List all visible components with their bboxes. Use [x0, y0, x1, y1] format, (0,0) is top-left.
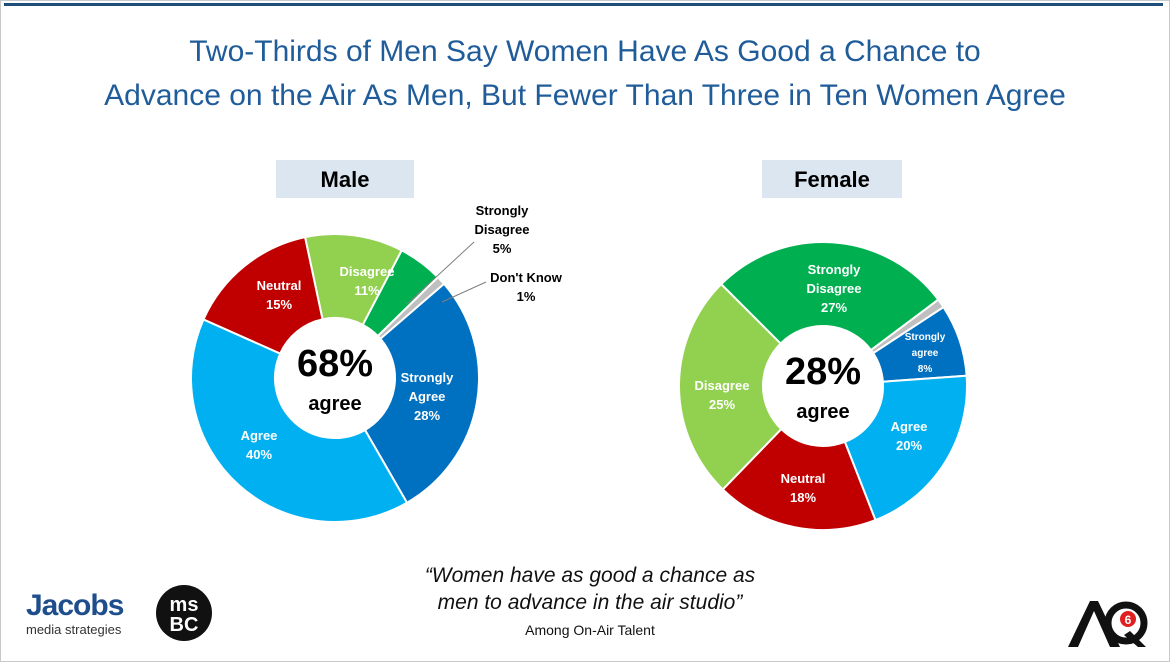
title-line-1: Two-Thirds of Men Say Women Have As Good… — [189, 35, 981, 68]
female-chart-title: Female — [762, 160, 902, 198]
jacobs-logo-tagline: media strategies — [26, 622, 122, 637]
female-slice-agree — [843, 374, 968, 522]
male-center-label: agree — [308, 393, 361, 415]
male-slice-neutral — [202, 235, 324, 355]
male-label-don-t-know: Don't Know 1% — [490, 270, 563, 304]
male-leader-strongly-disagree — [406, 241, 475, 305]
svg-text:6: 6 — [1125, 613, 1132, 627]
male-slice-strongly-agree — [363, 282, 480, 505]
male-label-strongly-disagree: Strongly Disagree 5% — [475, 203, 530, 256]
male-label-agree: Agree 40% — [241, 428, 278, 462]
female-slice-neutral — [721, 427, 877, 531]
female-label-strongly-agree: Strongly agree 8% — [905, 332, 946, 375]
female-center-value: 28% — [785, 351, 861, 393]
msbc-logo: ms BC — [156, 585, 212, 641]
quote-line-2: men to advance in the air studio” — [437, 591, 743, 614]
top-rule — [4, 3, 1163, 6]
male-leader-don-t-know — [441, 281, 487, 303]
male-center-value: 68% — [297, 343, 373, 385]
male-chart-title: Male — [276, 160, 414, 198]
aq6-logo: 6 — [1068, 601, 1148, 647]
male-label-strongly-agree: Strongly Agree 28% — [401, 370, 454, 423]
female-label-strongly-disagree: Strongly Disagree 27% — [807, 262, 862, 315]
title-line-2: Advance on the Air As Men, But Fewer Tha… — [104, 79, 1066, 112]
svg-text:ms: ms — [170, 594, 199, 616]
female-donut: Strongly Disagree 27% Strongly agree 8% Agree 2… — [678, 241, 968, 531]
quote-source: Among On-Air Talent — [525, 622, 655, 638]
female-slice-strongly-disagree — [719, 241, 940, 352]
female-label-disagree: Disagree 25% — [695, 378, 750, 412]
male-donut: Disagree 11% Neutral 15% Strongly Agree 28% Agr… — [190, 203, 563, 523]
slide-title: Two-Thirds of Men Say Women Have As Good… — [0, 30, 1170, 118]
jacobs-logo: Jacobs media strategies — [26, 589, 124, 638]
female-label-neutral: Neutral 18% — [781, 471, 826, 505]
jacobs-logo-word: Jacobs — [26, 589, 124, 622]
male-label-neutral: Neutral 15% — [257, 278, 302, 312]
quote: “Women have as good a chance as men to a… — [330, 562, 850, 616]
svg-text:BC: BC — [170, 614, 199, 636]
quote-line-1: “Women have as good a chance as — [424, 564, 756, 587]
female-center-label: agree — [796, 401, 849, 423]
male-slice-agree — [190, 318, 409, 523]
female-slice-disagree — [678, 282, 783, 491]
female-label-agree: Agree 20% — [891, 419, 928, 453]
male-label-disagree: Disagree 11% — [340, 264, 395, 298]
